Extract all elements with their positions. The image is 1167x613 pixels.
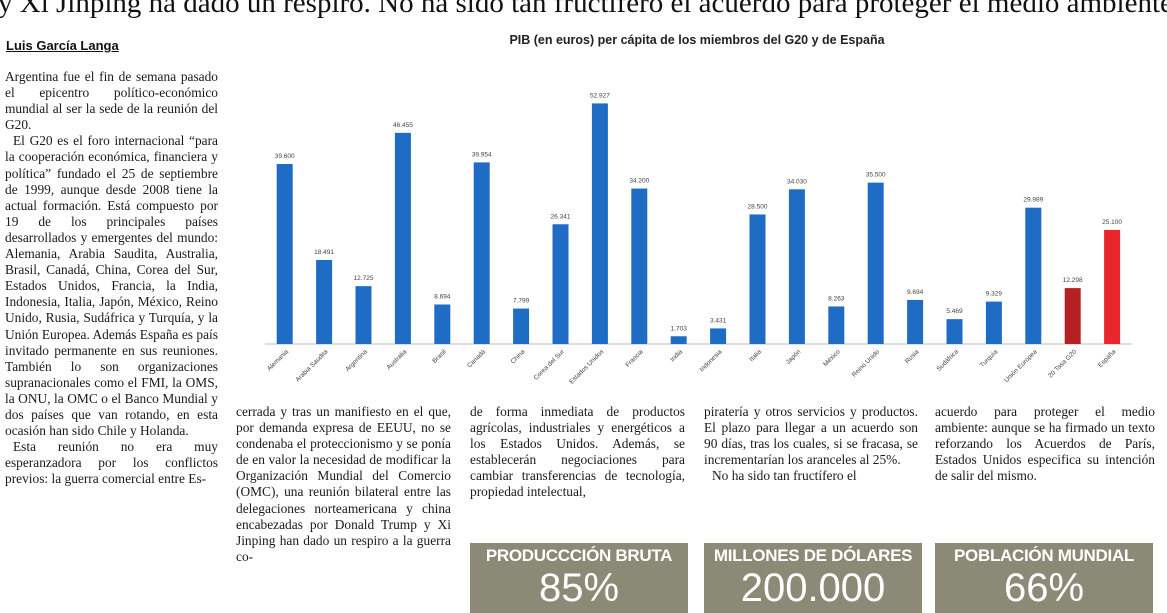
category-label: Corea del Sur	[533, 348, 567, 382]
category-label: India	[669, 348, 684, 363]
article-column-3: de forma inmediata de productos agrícola…	[470, 404, 685, 501]
bar-12	[749, 214, 766, 344]
paragraph: Esta reunión no era muy esperanzadora po…	[5, 439, 218, 487]
bar-1	[316, 259, 333, 344]
bar-value-label: 46.455	[393, 122, 413, 129]
chart-title: PIB (en euros) per cápita de los miembro…	[509, 33, 885, 47]
bar-7	[552, 224, 569, 344]
bar-13	[788, 189, 805, 344]
headline: y Xi Jinping ha dado un respiro. No ha s…	[0, 0, 1167, 19]
bar-16	[907, 299, 924, 344]
bar-value-label: 9.694	[907, 289, 924, 296]
category-label: Alemania	[266, 348, 290, 372]
stat-label: MILLONES DE DÓLARES	[713, 546, 913, 565]
bar-value-label: 3.431	[710, 317, 727, 324]
bar-value-label: 5.469	[946, 308, 963, 315]
bar-value-label: 52.927	[590, 92, 610, 99]
paragraph: Argentina fue el fin de semana pasado el…	[5, 69, 218, 133]
paragraph: acuerdo para proteger el medio ambiente:…	[935, 404, 1155, 484]
stat-label: POBLACIÓN MUNDIAL	[954, 546, 1134, 565]
bar-value-label: 12.298	[1063, 277, 1083, 284]
stat-value: 85%	[538, 566, 620, 610]
paragraph: de forma inmediata de productos agrícola…	[470, 404, 685, 500]
bar-value-label: 39.600	[275, 153, 295, 160]
bar-value-label: 25.100	[1102, 219, 1122, 226]
category-label: Sudáfrica	[936, 348, 961, 373]
stat-label: PRODUCCCIÓN BRUTA	[485, 546, 673, 565]
bar-value-label: 26.341	[551, 213, 571, 220]
category-label: Reino Unido	[851, 348, 882, 379]
category-label: Unión Europea	[1003, 348, 1039, 384]
bar-value-label: 39.954	[472, 151, 492, 158]
category-label: Turquía	[979, 348, 1000, 369]
bar-20	[1064, 288, 1081, 344]
bar-value-label: 34.200	[629, 178, 649, 185]
gdp-chart: PIB (en euros) per cápita de los miembro…	[265, 33, 1132, 386]
category-label: Canadá	[466, 348, 487, 369]
bar-value-label: 1.703	[671, 325, 688, 332]
category-label: España	[1097, 348, 1118, 369]
bar-11	[710, 328, 727, 344]
bar-value-label: 12.725	[354, 275, 374, 282]
bar-4	[434, 304, 451, 344]
category-label: Brasil	[431, 348, 448, 365]
category-label: México	[822, 348, 842, 368]
bar-21	[1104, 229, 1121, 344]
category-label: Argentina	[344, 348, 369, 373]
bar-5	[473, 162, 490, 344]
bar-17	[946, 319, 963, 344]
bar-18	[985, 301, 1002, 344]
bar-6	[513, 308, 530, 344]
stat-box-produccion: PRODUCCCIÓN BRUTA 85%	[470, 543, 688, 613]
bar-10	[670, 336, 687, 344]
bar-value-label: 9.329	[986, 291, 1003, 298]
paragraph: cerrada y tras un manifiesto en el que, …	[236, 404, 451, 564]
paragraph: El G20 es el foro internacional “para la…	[5, 133, 218, 439]
bar-14	[828, 306, 845, 344]
bar-value-label: 7.799	[513, 298, 530, 305]
bar-9	[631, 188, 648, 344]
category-label: Francia	[624, 348, 645, 369]
article-column-4: piratería y otros servicios y productos.…	[704, 404, 918, 484]
bar-15	[867, 182, 884, 344]
article-column-5: acuerdo para proteger el medio ambiente:…	[935, 404, 1155, 484]
bar-value-label: 28.500	[748, 203, 768, 210]
bar-8	[591, 103, 608, 344]
bar-value-label: 18.491	[314, 249, 334, 256]
bar-value-label: 8.694	[434, 293, 451, 300]
category-label: Australia	[385, 348, 408, 371]
category-label: 20 Tasa G20	[1047, 348, 1078, 379]
category-label: Indonesia	[699, 348, 724, 373]
category-label: China	[510, 348, 527, 365]
stat-value: 200.000	[740, 566, 886, 610]
bar-value-label: 34.030	[787, 178, 807, 185]
bar-2	[355, 286, 372, 344]
bar-3	[394, 132, 411, 344]
bar-value-label: 8.263	[828, 295, 845, 302]
article-column-1: Argentina fue el fin de semana pasado el…	[5, 69, 218, 487]
paragraph: No ha sido tan fructífero el	[712, 468, 857, 484]
bar-value-label: 29.989	[1023, 197, 1043, 204]
category-label: Rusia	[904, 348, 921, 365]
bar-0	[276, 164, 293, 344]
paragraph: piratería y otros servicios y productos.…	[704, 404, 918, 468]
article-column-2: cerrada y tras un manifiesto en el que, …	[236, 404, 451, 565]
stat-box-poblacion: POBLACIÓN MUNDIAL 66%	[935, 543, 1153, 613]
bar-19	[1025, 207, 1042, 344]
bar-value-label: 35.500	[866, 172, 886, 179]
stat-value: 66%	[1003, 566, 1085, 610]
category-label: Arabia Saudita	[294, 348, 329, 383]
byline[interactable]: Luis García Langa	[6, 38, 119, 53]
category-label: Japón	[785, 348, 803, 366]
category-label: Estados Unidos	[568, 348, 606, 386]
stat-box-millones: MILLONES DE DÓLARES 200.000	[704, 543, 922, 613]
category-label: Italia	[748, 348, 763, 363]
